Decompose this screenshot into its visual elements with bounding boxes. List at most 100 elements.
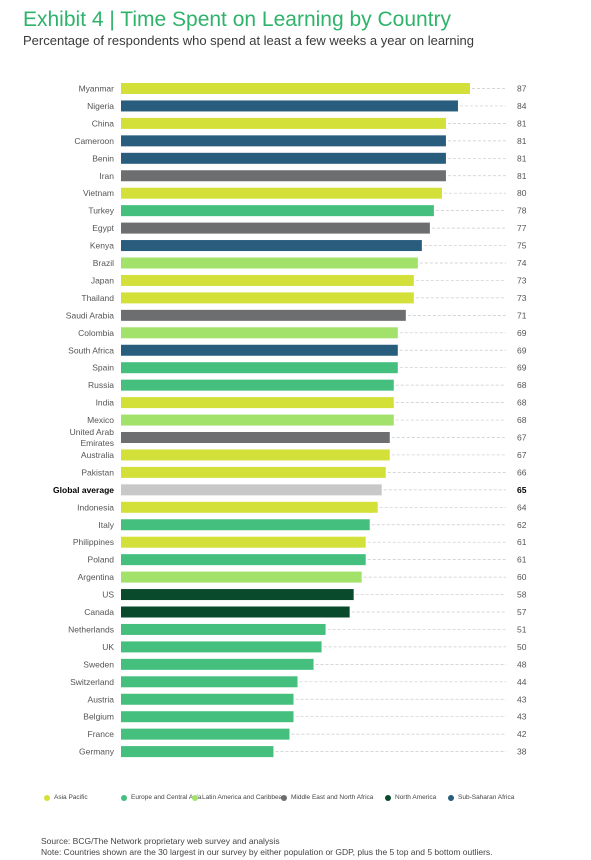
value-label: 78: [517, 206, 527, 216]
category-label: Turkey: [88, 206, 114, 216]
value-label: 68: [517, 380, 527, 390]
value-label: 51: [517, 624, 527, 634]
legend-item: Middle East and North Africa: [281, 794, 373, 801]
legend-item: Europe and Central Asia: [121, 794, 201, 801]
bar-turkey: [121, 205, 434, 217]
bar-south-africa: [121, 344, 398, 356]
bar-philippines: [121, 536, 366, 548]
category-label: Myanmar: [79, 84, 115, 94]
value-label: 69: [517, 328, 527, 338]
source-text: Source: BCG/The Network proprietary web …: [41, 836, 280, 846]
category-label: Cameroon: [74, 136, 114, 146]
category-label: Poland: [88, 555, 115, 565]
category-label: Germany: [79, 747, 115, 757]
category-label: Saudi Arabia: [66, 310, 114, 320]
category-label: South Africa: [68, 345, 114, 355]
value-label: 67: [517, 450, 527, 460]
bar-benin: [121, 152, 446, 164]
legend-label: Sub-Saharan Africa: [458, 794, 515, 801]
bar-switzerland: [121, 676, 298, 688]
category-label: Indonesia: [77, 502, 114, 512]
category-label: Netherlands: [68, 624, 114, 634]
value-label: 69: [517, 363, 527, 373]
value-label: 77: [517, 223, 527, 233]
value-label: 42: [517, 729, 527, 739]
bar-italy: [121, 519, 370, 531]
legend-swatch: [448, 794, 454, 801]
value-label: 81: [517, 171, 527, 181]
value-label: 80: [517, 188, 527, 198]
value-label: 58: [517, 590, 527, 600]
value-label: 62: [517, 520, 527, 530]
category-label: Pakistan: [81, 467, 114, 477]
category-label: Japan: [91, 275, 114, 285]
legend-swatch: [281, 794, 287, 801]
legend-item: North America: [385, 794, 436, 801]
bar-france: [121, 728, 290, 740]
bar-pakistan: [121, 466, 386, 478]
bar-india: [121, 397, 394, 409]
bar-global-average: [121, 484, 382, 496]
legend-label: Middle East and North Africa: [291, 794, 374, 801]
bar-brazil: [121, 257, 418, 269]
bar-netherlands: [121, 623, 326, 635]
bar-vietnam: [121, 187, 442, 199]
legend-swatch: [192, 794, 198, 801]
legend-label: Europe and Central Asia: [131, 794, 202, 801]
bar-kenya: [121, 240, 422, 252]
bar-uk: [121, 641, 322, 653]
bar-cameroon: [121, 135, 446, 147]
category-label: Philippines: [73, 537, 114, 547]
category-label: US: [102, 590, 114, 600]
value-label: 57: [517, 607, 527, 617]
value-label: 74: [517, 258, 527, 268]
category-label: Belgium: [83, 712, 114, 722]
bar-japan: [121, 274, 414, 286]
legend-item: Sub-Saharan Africa: [448, 794, 514, 801]
chart-legend: Asia Pacific Europe and Central Asia Latin…: [44, 794, 564, 808]
category-label: Nigeria: [87, 101, 114, 111]
value-label: 68: [517, 415, 527, 425]
value-label: 43: [517, 694, 527, 704]
bar-us: [121, 589, 354, 601]
legend-swatch: [121, 794, 127, 801]
bar-iran: [121, 170, 446, 182]
value-label: 50: [517, 642, 527, 652]
category-label: Benin: [92, 153, 114, 163]
bar-germany: [121, 746, 274, 758]
chart-title: Exhibit 4 | Time Spent on Learning by Co…: [23, 8, 452, 31]
value-label: 43: [517, 712, 527, 722]
bar-sweden: [121, 658, 314, 670]
category-label: Sweden: [83, 659, 114, 669]
legend-label: Latin America and Caribbean: [202, 794, 286, 801]
value-label: 81: [517, 153, 527, 163]
value-label: 81: [517, 118, 527, 128]
bar-poland: [121, 554, 366, 566]
chart-notes: Source: BCG/The Network proprietary web …: [41, 836, 493, 858]
category-label: Spain: [92, 363, 114, 373]
value-label: 81: [517, 136, 527, 146]
value-label: 68: [517, 398, 527, 408]
category-label: India: [96, 398, 115, 408]
bar-united-arab-emirates: [121, 432, 390, 443]
category-label: Thailand: [81, 293, 114, 303]
bar-china: [121, 117, 446, 129]
category-label: Egypt: [92, 223, 114, 233]
category-label: Argentina: [78, 572, 115, 582]
bar-myanmar: [121, 83, 470, 94]
category-label: Australia: [81, 450, 114, 460]
bar-belgium: [121, 711, 294, 723]
value-label: 38: [517, 747, 527, 757]
note-text: Note: Countries shown are the 30 largest…: [41, 847, 493, 857]
category-label: Kenya: [90, 241, 114, 251]
value-label: 84: [517, 101, 527, 111]
category-label: Emirates: [80, 438, 114, 448]
value-label: 44: [517, 677, 527, 687]
value-label: 61: [517, 555, 527, 565]
category-label: Italy: [98, 520, 114, 530]
value-label: 75: [517, 241, 527, 251]
bar-saudi-arabia: [121, 309, 406, 321]
value-label: 48: [517, 659, 527, 669]
bar-chart: Myanmar 87 Nigeria 84 China 81 Cameroon 81 Benin…: [53, 83, 527, 758]
category-label: Russia: [88, 380, 114, 390]
